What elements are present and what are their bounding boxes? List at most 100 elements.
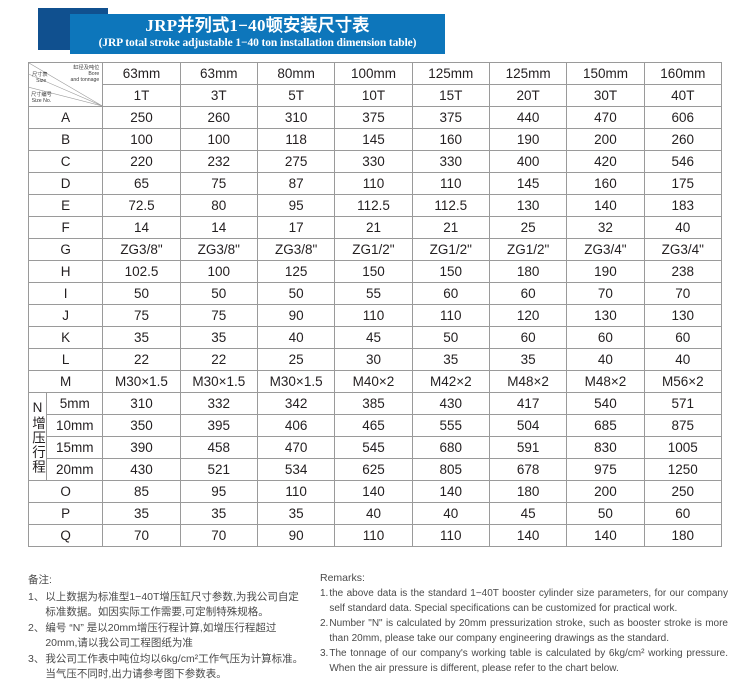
cell: 110 (334, 304, 413, 327)
spec-table-container: 缸径及吨位 Bore and tonnage 尺寸表 Size 尺寸编号 Size No.… (27, 62, 723, 547)
header-row-tonnage: 1T 3T 5T 10T 15T 20T 30T 40T (29, 84, 723, 107)
cell: ZG3/8" (179, 238, 258, 261)
cell: 85 (102, 480, 181, 503)
cell: 70 (102, 524, 181, 547)
cell: 430 (411, 392, 490, 415)
cell: 50 (102, 282, 181, 305)
cell: 130 (488, 194, 568, 217)
cell: 130 (643, 304, 723, 327)
table-row: M M30×1.5 M30×1.5 M30×1.5 M40×2 M42×2 M48×2 M48… (27, 370, 723, 393)
cell: M30×1.5 (256, 370, 336, 393)
cell: 130 (566, 304, 645, 327)
table-row: A 250 260 310 375 375 440 470 606 (27, 106, 723, 129)
cell: 70 (566, 282, 645, 305)
cell: 470 (566, 106, 645, 129)
footnote-item: 2、 编号 “N” 是以20mm增压行程计算,如增压行程超过20mm,请以我公司工… (28, 621, 306, 651)
row-label: H (27, 260, 104, 283)
footnotes: 备注: 1、 以上数据为标准型1−40T增压缸尺寸参数,为我公司自定标准数据。如因… (28, 572, 728, 683)
cell: ZG1/2" (488, 238, 568, 261)
footnote-number: 1、 (28, 591, 45, 603)
cell: 70 (643, 282, 723, 305)
cell: 330 (411, 150, 490, 173)
tonnage-header-cell: 40T (643, 84, 723, 107)
cell: 420 (566, 150, 645, 173)
table-row: P 35 35 35 40 40 45 50 60 (27, 502, 723, 525)
row-label: B (27, 128, 104, 151)
footnote-number: 2. (320, 618, 329, 629)
cell: 571 (643, 392, 723, 415)
cell: 35 (102, 326, 181, 349)
n-stroke-label: 15mm (46, 436, 104, 459)
banner-title-cn: JRP并列式1−40顿安装尺寸表 (145, 16, 370, 35)
tonnage-header-cell: 15T (411, 84, 490, 107)
cell: 112.5 (411, 194, 490, 217)
cell: 440 (488, 106, 568, 129)
cell: 87 (256, 172, 336, 195)
footnotes-cn-list: 1、 以上数据为标准型1−40T增压缸尺寸参数,为我公司自定标准数据。如因实际工作… (28, 590, 306, 682)
cell: 180 (643, 524, 723, 547)
cell: 310 (102, 392, 181, 415)
cell: 35 (179, 326, 258, 349)
cell: 95 (256, 194, 336, 217)
cell: 1005 (643, 436, 723, 459)
cell: 260 (179, 106, 258, 129)
footnote-text: Number "N" is calculated by 20mm pressur… (329, 618, 728, 644)
cell: 805 (411, 458, 490, 481)
footnotes-en-list: 1. the above data is the standard 1−40T b… (320, 587, 728, 676)
cell: 35 (179, 502, 258, 525)
cell: 183 (643, 194, 723, 217)
row-label: M (27, 370, 104, 393)
cell: 35 (256, 502, 336, 525)
cell: 21 (334, 216, 413, 239)
cell: 591 (488, 436, 568, 459)
bore-header-cell: 63mm (102, 62, 181, 85)
cell: 110 (256, 480, 336, 503)
cell: 400 (488, 150, 568, 173)
cell: 60 (411, 282, 490, 305)
table-row: J 75 75 90 110 110 120 130 130 (27, 304, 723, 327)
table-row: L 22 22 25 30 35 35 40 40 (27, 348, 723, 371)
cell: 35 (488, 348, 568, 371)
cell: 60 (643, 326, 723, 349)
cell: 75 (102, 304, 181, 327)
cell: 60 (566, 326, 645, 349)
footnotes-chinese: 备注: 1、 以上数据为标准型1−40T增压缸尺寸参数,为我公司自定标准数据。如因… (28, 572, 306, 683)
cell: 200 (566, 480, 645, 503)
cell: 35 (411, 348, 490, 371)
cell: 100 (179, 260, 258, 283)
cell: 22 (102, 348, 181, 371)
cell: ZG1/2" (411, 238, 490, 261)
cell: 30 (334, 348, 413, 371)
table-row: B 100 100 118 145 160 190 200 260 (27, 128, 723, 151)
cell: 90 (256, 304, 336, 327)
cell: 45 (334, 326, 413, 349)
cell: 330 (334, 150, 413, 173)
footnote-item: 3、 我公司工作表中吨位均以6kg/cm²工作气压为计算标准。当气压不同时,出力请… (28, 652, 306, 682)
cell: 275 (256, 150, 336, 173)
table-row: O 85 95 110 140 140 180 200 250 (27, 480, 723, 503)
cell: 140 (411, 480, 490, 503)
bore-header-cell: 63mm (179, 62, 258, 85)
cell: 540 (566, 392, 645, 415)
cell: 606 (643, 106, 723, 129)
row-label: Q (27, 524, 104, 547)
cell: 465 (334, 414, 413, 437)
table-row: G ZG3/8" ZG3/8" ZG3/8" ZG1/2" ZG1/2" ZG1/2" ZG3… (27, 238, 723, 261)
bore-header-cell: 125mm (411, 62, 490, 85)
cell: 40 (411, 502, 490, 525)
cell: 80 (179, 194, 258, 217)
bore-header-cell: 100mm (334, 62, 413, 85)
cell: 310 (256, 106, 336, 129)
cell: 406 (256, 414, 336, 437)
footnote-text: 我公司工作表中吨位均以6kg/cm²工作气压为计算标准。当气压不同时,出力请参考… (45, 653, 304, 680)
cell: 250 (643, 480, 723, 503)
cell: 40 (566, 348, 645, 371)
bore-header-cell: 160mm (643, 62, 723, 85)
footnote-number: 1. (320, 588, 329, 599)
cell: 375 (411, 106, 490, 129)
banner-title-en: (JRP total stroke adjustable 1−40 ton in… (98, 37, 417, 49)
cell: 75 (179, 304, 258, 327)
row-label: P (27, 502, 104, 525)
table-row: I 50 50 50 55 60 60 70 70 (27, 282, 723, 305)
cell: 140 (334, 480, 413, 503)
